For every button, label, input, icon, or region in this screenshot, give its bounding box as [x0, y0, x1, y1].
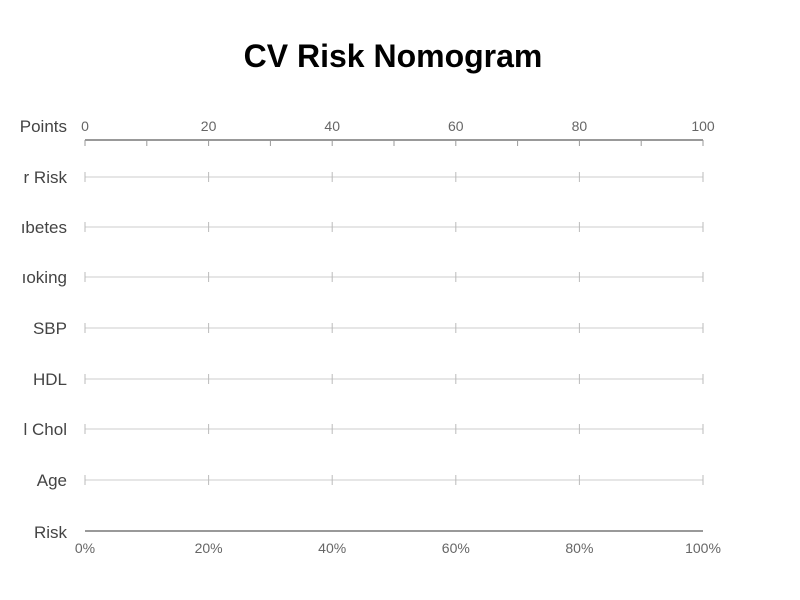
risk-tick-label: 80% [565, 540, 593, 556]
risk-tick-label: 100% [685, 540, 721, 556]
predictor-row: r Risk [24, 168, 704, 187]
risk-scale: Risk 0% 20% 40% 60% 80% 100% [34, 523, 721, 556]
predictor-label: r Risk [24, 168, 68, 187]
predictor-row: l Chol [24, 420, 704, 439]
predictor-label: SBP [33, 319, 67, 338]
predictor-label: HDL [33, 370, 67, 389]
risk-label: Risk [34, 523, 68, 542]
points-tick-label: 0 [81, 118, 89, 134]
risk-tick-label: 20% [195, 540, 223, 556]
predictor-row: SBP [33, 319, 704, 338]
predictor-label: ıoking [22, 268, 67, 287]
predictor-row: ıbetes [21, 218, 704, 237]
points-tick-label: 80 [572, 118, 588, 134]
predictor-row: ıoking [22, 268, 704, 287]
points-tick-label: 100 [691, 118, 715, 134]
chart-title: CV Risk Nomogram [243, 38, 543, 74]
predictor-row: Age [37, 471, 704, 490]
points-tick-label: 40 [324, 118, 340, 134]
risk-tick-label: 40% [318, 540, 346, 556]
predictor-label: ıbetes [21, 218, 67, 237]
predictor-rows: r Risk ıbetes ıoking SBP HDL l Chol Age [21, 168, 704, 490]
predictor-label: Age [37, 471, 67, 490]
predictor-label: l Chol [24, 420, 67, 439]
risk-tick-label: 60% [442, 540, 470, 556]
risk-tick-label: 0% [75, 540, 95, 556]
predictor-row: HDL [33, 370, 704, 389]
points-tick-label: 60 [448, 118, 464, 134]
points-label: Points [20, 117, 67, 136]
points-tick-label: 20 [201, 118, 217, 134]
points-scale: Points 0 20 40 60 80 100 [20, 117, 715, 146]
